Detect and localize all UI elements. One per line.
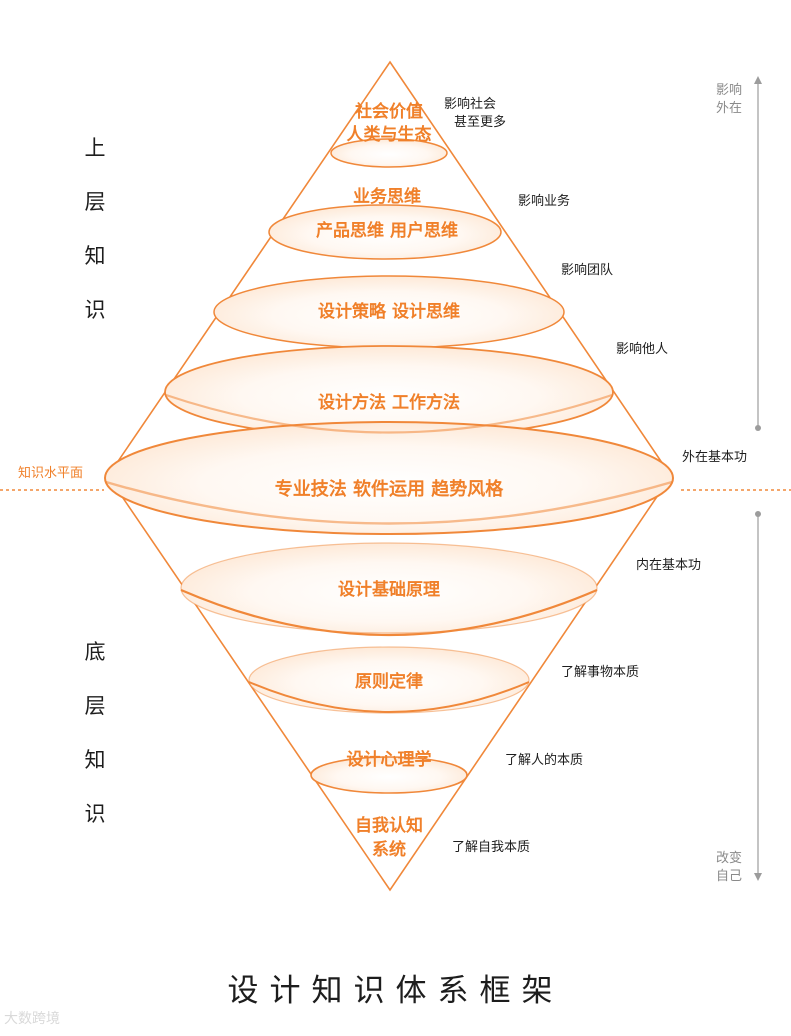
lower-label-char-4: 识 bbox=[84, 802, 106, 826]
upper-ellipses bbox=[104, 138, 674, 535]
upper-label-char-3: 知 bbox=[84, 244, 106, 268]
impact-5: 外在基本功 bbox=[682, 450, 747, 465]
impact-3: 影响团队 bbox=[561, 262, 613, 278]
bottom-axis-label-2: 自己 bbox=[716, 869, 742, 884]
impact-6: 内在基本功 bbox=[636, 557, 701, 573]
layer-ellipse-8 bbox=[310, 756, 468, 794]
top-axis: 影响 外在 bbox=[716, 76, 762, 431]
layer-ellipse-6 bbox=[180, 542, 598, 634]
arrow-down-icon bbox=[754, 873, 762, 881]
diamond-outline bbox=[107, 60, 672, 892]
knowledge-plane-label: 知识水平面 bbox=[18, 465, 83, 481]
layer-ellipse-5 bbox=[104, 421, 674, 535]
layer-5-line-1: 专业技法 软件运用 趋势风格 bbox=[275, 478, 505, 500]
layer-7-line-1: 原则定律 bbox=[355, 671, 423, 692]
impact-4: 影响他人 bbox=[616, 341, 668, 357]
upper-label-char-1: 上 bbox=[84, 136, 106, 160]
layer-2-line-1: 业务思维 bbox=[353, 186, 421, 207]
impact-8: 了解人的本质 bbox=[505, 752, 583, 768]
lower-label-char-1: 底 bbox=[84, 640, 106, 664]
impact-1-line-1: 影响社会 bbox=[444, 96, 496, 112]
layer-9-line-2: 系统 bbox=[372, 839, 406, 860]
arrow-up-icon bbox=[754, 76, 762, 84]
layer-6-line-1: 设计基础原理 bbox=[338, 579, 440, 600]
layer-1-line-1: 社会价值 bbox=[354, 101, 423, 122]
impact-2: 影响业务 bbox=[518, 193, 570, 209]
layer-8-line-1: 设计心理学 bbox=[347, 749, 432, 770]
watermark: 大数跨境 bbox=[4, 1011, 60, 1027]
layer-ellipse-1 bbox=[330, 138, 448, 168]
top-axis-label-1: 影响 bbox=[716, 82, 742, 98]
upper-label-char-2: 层 bbox=[84, 190, 106, 214]
layer-9-line-1: 自我认知 bbox=[355, 815, 423, 836]
impact-7: 了解事物本质 bbox=[561, 665, 639, 680]
layer-4-line-1: 设计方法 工作方法 bbox=[318, 392, 460, 413]
layer-2-line-2: 产品思维 用户思维 bbox=[316, 220, 458, 241]
top-axis-label-2: 外在 bbox=[716, 101, 742, 116]
layer-3-line-1: 设计策略 设计思维 bbox=[318, 301, 460, 322]
lower-ellipses bbox=[180, 542, 598, 794]
lower-label-char-3: 知 bbox=[84, 748, 106, 772]
bottom-axis: 改变 自己 bbox=[716, 511, 762, 884]
impact-1-line-2: 甚至更多 bbox=[454, 114, 506, 130]
bottom-axis-label-1: 改变 bbox=[716, 850, 742, 866]
lower-label-char-2: 层 bbox=[84, 694, 106, 718]
layer-ellipse-2 bbox=[268, 204, 502, 260]
diagram-title: 设计知识体系框架 bbox=[227, 973, 564, 1009]
upper-label-char-4: 识 bbox=[84, 298, 106, 322]
layer-1-line-2: 人类与生态 bbox=[347, 124, 432, 145]
impact-9: 了解自我本质 bbox=[452, 840, 530, 855]
